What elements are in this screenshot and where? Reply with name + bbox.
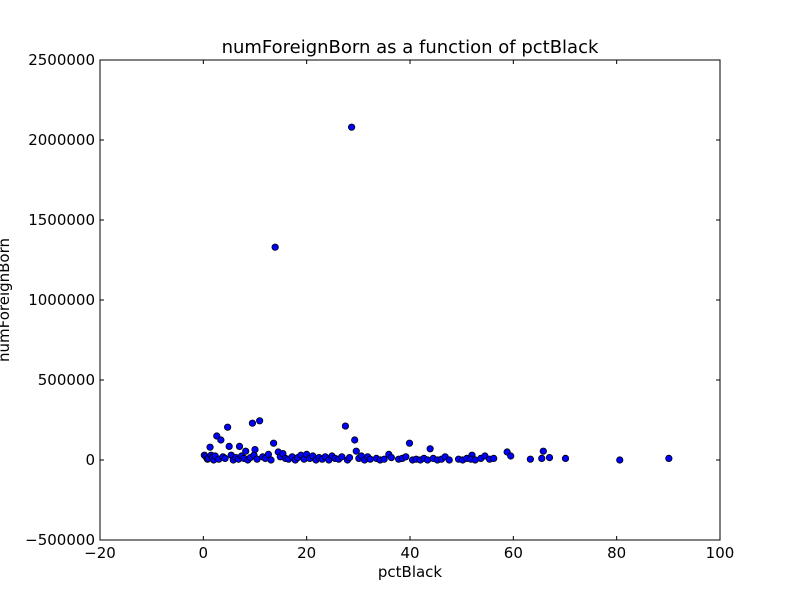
ticks-layer: −20 0 20 40 60 80 100 −500000 0 500000 1000000 1500…	[25, 51, 734, 562]
x-tick-label: 20	[297, 544, 316, 562]
points-layer	[200, 123, 673, 464]
plot-frame	[99, 59, 721, 541]
data-point	[338, 453, 346, 461]
data-point	[545, 453, 554, 462]
data-point	[225, 442, 233, 450]
data-point	[267, 456, 275, 464]
y-tick-label: 1000000	[28, 291, 95, 309]
data-point	[248, 419, 257, 427]
x-tick-label: 80	[607, 544, 626, 562]
data-point	[387, 453, 395, 462]
data-point	[405, 439, 414, 447]
data-point	[426, 445, 434, 453]
y-tick-label: 500000	[38, 371, 95, 389]
data-point	[224, 423, 232, 431]
data-point	[539, 447, 547, 455]
data-point	[490, 454, 498, 462]
data-point	[235, 442, 244, 450]
y-tick-label: 2500000	[28, 51, 95, 69]
data-point	[341, 422, 350, 430]
data-point	[221, 454, 229, 462]
data-point	[402, 453, 410, 461]
data-point	[345, 453, 354, 462]
x-tick-label: 40	[400, 544, 419, 562]
plot-area-background	[100, 60, 720, 540]
y-tick-label: 2000000	[28, 131, 95, 149]
data-point	[242, 447, 250, 455]
x-axis-label: pctBlack	[378, 563, 443, 581]
x-tick-label: 0	[199, 544, 209, 562]
data-point	[271, 243, 279, 251]
x-tick-label: 100	[706, 544, 735, 562]
data-point	[366, 455, 374, 463]
y-tick-label: −500000	[25, 531, 95, 549]
data-point	[380, 455, 388, 463]
y-tick-label: 0	[85, 451, 95, 469]
data-point	[526, 455, 534, 463]
data-point	[352, 447, 360, 455]
data-point	[206, 443, 214, 451]
data-point	[351, 436, 359, 444]
data-point	[217, 436, 225, 444]
y-axis-label: numForeignBorn	[0, 238, 13, 362]
data-point	[348, 123, 356, 131]
x-tick-label: 60	[504, 544, 523, 562]
y-tick-label: 1500000	[28, 211, 95, 229]
data-point	[616, 456, 624, 464]
data-point	[445, 456, 453, 464]
data-point	[507, 452, 515, 460]
data-point	[256, 417, 264, 425]
data-point	[665, 454, 673, 462]
data-point	[269, 439, 278, 447]
data-point	[561, 454, 570, 462]
x-tick-label: −20	[84, 544, 116, 562]
chart-title: numForeignBorn as a function of pctBlack	[222, 37, 599, 58]
data-point	[538, 454, 546, 462]
